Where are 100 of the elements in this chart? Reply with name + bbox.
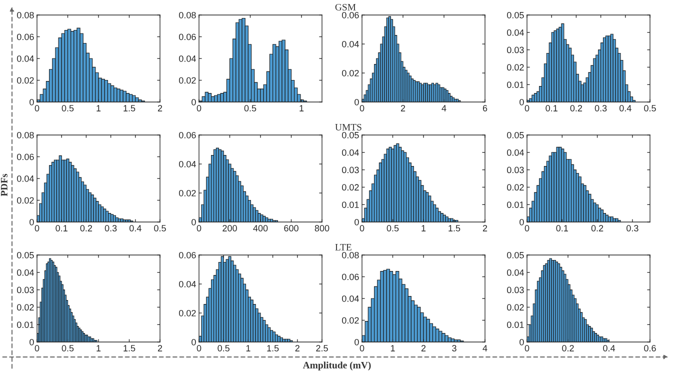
y-tick-label: 0.04 [342, 40, 359, 48]
chart-title: GSM [335, 4, 356, 10]
y-tick-label: 0 [520, 218, 524, 226]
x-tick-label: 3 [452, 345, 456, 352]
y-tick-label: 0.04 [342, 295, 359, 302]
x-tick-label: 0.3 [104, 225, 117, 232]
x-tick-label: 1.5 [124, 105, 136, 112]
x-tick-label: 1.5 [124, 345, 136, 352]
y-tick-label: 0.03 [507, 46, 524, 54]
y-tick-label: 0.04 [179, 280, 196, 288]
x-tick-label: 6 [482, 105, 488, 112]
x-tick-label: 0.5 [644, 105, 656, 112]
y-tick-label: 0.06 [17, 154, 34, 160]
y-tick-label: 0.03 [507, 286, 524, 294]
x-tick-label: 200 [222, 225, 237, 232]
y-tick-label: 0.03 [507, 166, 524, 174]
y-tick-label: 0.08 [179, 12, 196, 18]
chart-title: UMTS [335, 124, 362, 130]
y-tick-label: 0 [30, 338, 34, 346]
x-tick-label: 0 [196, 345, 202, 352]
y-tick-label: 0.06 [17, 34, 34, 40]
y-axis-title: PDFs [0, 174, 8, 196]
x-tick-label: 0.1 [56, 225, 68, 232]
x-tick-label: 0.5 [154, 225, 166, 232]
x-tick-label: 1 [96, 105, 101, 112]
x-tick-label: 0 [196, 105, 202, 112]
y-tick-label: 0.08 [17, 132, 34, 138]
x-tick-label: 600 [284, 225, 298, 232]
x-tick-label: 1 [422, 225, 426, 232]
x-tick-label: 2 [158, 105, 162, 112]
y-tick-label: 0.06 [179, 34, 196, 40]
y-tick-label: 0.02 [342, 317, 359, 324]
x-tick-label: 0.5 [244, 105, 256, 112]
y-tick-label: 0.02 [342, 70, 359, 76]
x-tick-label: 2 [295, 345, 300, 352]
x-tick-label: 1 [96, 345, 101, 352]
x-tick-label: 0 [196, 225, 202, 232]
x-tick-label: 2 [158, 345, 162, 352]
y-tick-label: 0.02 [179, 190, 196, 196]
x-tick-label: 1 [390, 345, 395, 352]
y-tick-label: 0.02 [507, 64, 524, 71]
x-tick-label: 0.4 [619, 105, 632, 112]
y-tick-label: 0.01 [507, 82, 524, 88]
y-tick-label: 0 [520, 98, 524, 106]
y-tick-label: 0.02 [507, 184, 524, 191]
chart-title: LTE [335, 244, 352, 250]
y-tick-label: 0.01 [342, 202, 359, 208]
y-tick-label: 0 [354, 338, 359, 346]
x-tick-label: 2 [400, 105, 406, 112]
x-tick-label: 1.5 [448, 225, 460, 232]
y-tick-label: 0 [354, 218, 359, 226]
x-tick-label: 0.5 [386, 225, 399, 232]
y-tick-label: 0.04 [17, 269, 34, 276]
x-tick-label: 0.3 [626, 225, 638, 232]
x-tick-label: 0 [34, 105, 40, 112]
y-tick-label: 0.04 [507, 269, 524, 276]
x-tick-label: 0 [360, 345, 364, 352]
y-tick-label: 0.06 [179, 132, 196, 138]
y-tick-label: 0.02 [179, 310, 196, 316]
y-tick-label: 0 [30, 218, 34, 226]
y-tick-label: 0.05 [507, 132, 524, 138]
y-tick-label: 0.02 [17, 197, 34, 204]
y-tick-label: 0.08 [17, 12, 34, 18]
x-tick-label: 0 [34, 345, 40, 352]
y-tick-label: 0 [520, 338, 524, 346]
x-tick-label: 0.5 [218, 345, 230, 352]
x-tick-label: 0.5 [62, 345, 74, 352]
x-tick-label: 0 [34, 225, 40, 232]
x-tick-label: 0 [360, 225, 364, 232]
x-tick-label: 4 [482, 345, 488, 352]
y-tick-label: 0.01 [507, 202, 524, 208]
y-tick-label: 0.02 [179, 77, 196, 84]
y-tick-label: 0.01 [17, 322, 34, 328]
y-tick-label: 0.02 [342, 184, 359, 191]
y-tick-label: 0 [354, 98, 359, 106]
x-tick-label: 2 [482, 225, 488, 232]
y-tick-label: 0 [192, 338, 196, 346]
x-tick-label: 0.3 [594, 105, 607, 112]
y-tick-label: 0 [192, 218, 196, 226]
y-tick-label: 0.02 [17, 304, 34, 311]
x-tick-label: 0.5 [62, 105, 74, 112]
y-tick-label: 0.05 [507, 252, 524, 258]
y-tick-label: 0.05 [507, 12, 524, 18]
y-tick-label: 0.03 [342, 166, 359, 174]
y-tick-label: 0 [192, 98, 196, 106]
y-tick-label: 0.03 [17, 286, 34, 294]
y-tick-label: 0.04 [17, 55, 34, 62]
y-tick-label: 0.04 [179, 160, 196, 168]
x-tick-label: 2 [421, 345, 426, 352]
y-tick-label: 0.06 [342, 12, 359, 18]
y-tick-label: 0.04 [17, 175, 34, 182]
y-tick-label: 0.04 [507, 149, 524, 156]
x-tick-label: 800 [314, 225, 330, 232]
x-tick-label: 0.2 [591, 225, 604, 232]
x-tick-label: 4 [442, 105, 446, 112]
x-tick-label: 0 [524, 345, 530, 352]
x-tick-label: 0.1 [546, 105, 558, 112]
y-tick-label: 0 [30, 98, 34, 106]
x-tick-label: 0.2 [570, 105, 582, 112]
y-tick-label: 0.06 [179, 252, 196, 258]
